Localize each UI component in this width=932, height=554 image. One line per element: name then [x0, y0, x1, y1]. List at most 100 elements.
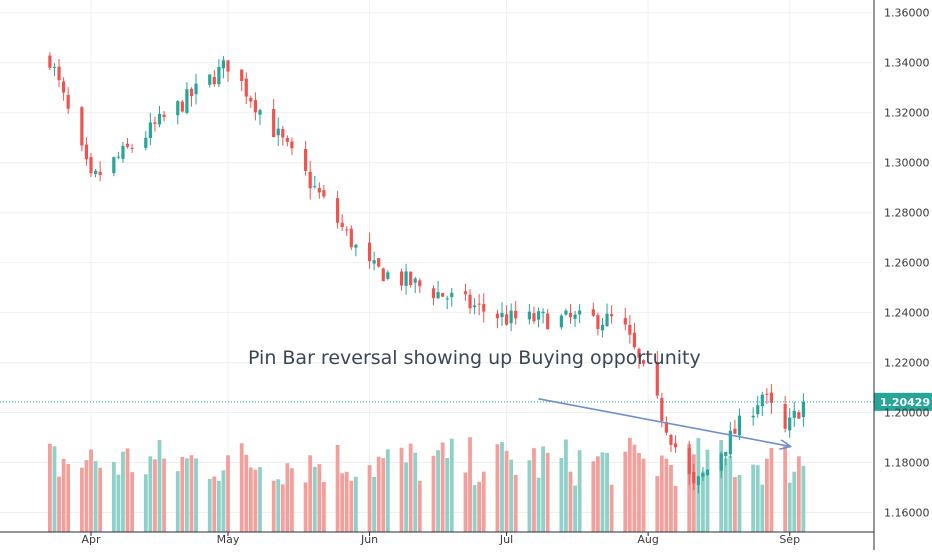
- volume-bar: [783, 444, 788, 532]
- volume-bar: [591, 461, 596, 532]
- candle-body: [217, 66, 221, 85]
- candle-body: [189, 88, 194, 97]
- volume-bar: [792, 471, 797, 532]
- candle-body: [696, 476, 700, 486]
- volume-bar: [93, 461, 98, 532]
- candle-body: [349, 228, 353, 248]
- candle-body: [52, 66, 57, 68]
- candle-body: [194, 83, 198, 95]
- volume-bar: [691, 454, 696, 532]
- volume-bar: [180, 456, 185, 532]
- candle-body: [436, 292, 440, 299]
- candle-body: [514, 310, 518, 319]
- candle-body: [258, 109, 262, 115]
- candle-body: [116, 156, 121, 158]
- y-tick-label: 1.34000: [884, 57, 930, 70]
- candles: [48, 52, 806, 494]
- candle-body: [112, 157, 116, 174]
- overlays: 1.20429: [0, 392, 932, 446]
- candle-body: [240, 69, 244, 81]
- candle-body: [751, 415, 755, 418]
- volume-bar: [641, 458, 646, 532]
- y-tick-label: 1.24000: [884, 307, 930, 320]
- annotation-arrow: [538, 398, 790, 446]
- candle-body: [673, 443, 678, 448]
- volume-bar: [719, 440, 724, 532]
- y-tick-label: 1.30000: [884, 157, 930, 170]
- volume-bar: [659, 455, 664, 532]
- volume-bar: [564, 439, 568, 532]
- volume-bar: [500, 442, 504, 532]
- volume-bar: [623, 451, 628, 532]
- y-tick-label: 1.32000: [884, 107, 930, 120]
- candle-body: [591, 309, 595, 316]
- volume-bar: [463, 472, 468, 532]
- candle-body: [500, 312, 504, 318]
- volume-bar: [801, 465, 806, 532]
- candle-body: [61, 81, 66, 93]
- candle-body: [290, 141, 294, 149]
- volume-bar: [577, 450, 582, 532]
- volume-bar: [148, 456, 153, 532]
- candle-body: [98, 171, 102, 176]
- candle-body: [153, 122, 157, 124]
- volume-bar: [527, 460, 532, 532]
- volume-bar: [751, 464, 756, 532]
- volume-bar: [472, 485, 477, 532]
- candle-body: [477, 303, 481, 305]
- candle-body: [788, 417, 792, 431]
- candle-body: [89, 157, 93, 174]
- candle-body: [144, 137, 148, 148]
- volume-bar: [175, 471, 180, 532]
- volume-bar: [52, 446, 57, 532]
- x-tick-label: Jun: [360, 533, 378, 546]
- volume-bar: [796, 456, 801, 532]
- candle-body: [381, 268, 385, 282]
- candle-body: [596, 315, 600, 329]
- candle-body: [756, 405, 760, 415]
- volume-bar: [194, 458, 198, 532]
- candle-body: [409, 271, 413, 286]
- volume-bar: [344, 471, 349, 532]
- volume-bar: [317, 464, 322, 532]
- candle-body: [733, 428, 737, 434]
- volume-bar: [605, 452, 609, 532]
- candle-body: [536, 311, 541, 320]
- candle-body: [208, 74, 212, 85]
- volume-bar: [372, 477, 377, 532]
- volume-bar: [559, 457, 564, 532]
- candle-body: [719, 453, 723, 471]
- volume-bar: [445, 458, 450, 532]
- volume-bar: [248, 467, 253, 532]
- volume-bar: [573, 485, 577, 532]
- x-tick-label: Sep: [779, 533, 800, 546]
- volume-bar: [764, 458, 769, 532]
- candle-body: [637, 348, 641, 358]
- candle-body: [692, 471, 696, 484]
- candle-body: [212, 76, 216, 85]
- volume-bar: [495, 444, 500, 532]
- candle-body: [84, 144, 89, 160]
- volume-bar: [541, 446, 546, 532]
- volume-bar: [125, 448, 130, 532]
- candle-body: [641, 360, 646, 364]
- volume-bar: [162, 458, 166, 532]
- candle-body: [367, 242, 372, 262]
- candle-body: [221, 60, 226, 69]
- y-tick-label: 1.28000: [884, 207, 930, 220]
- volume-bar: [417, 480, 422, 532]
- candle-body: [404, 271, 408, 286]
- candle-body: [737, 415, 742, 436]
- candle-body: [801, 401, 806, 418]
- volume-bar: [513, 475, 518, 532]
- candle-body: [372, 260, 376, 264]
- volume-bar: [285, 463, 290, 532]
- volume-bar: [216, 481, 221, 532]
- candle-body: [628, 324, 632, 335]
- candle-body: [345, 229, 349, 231]
- volume-bar: [468, 437, 472, 532]
- candle-body: [701, 473, 705, 477]
- candle-body: [130, 147, 134, 149]
